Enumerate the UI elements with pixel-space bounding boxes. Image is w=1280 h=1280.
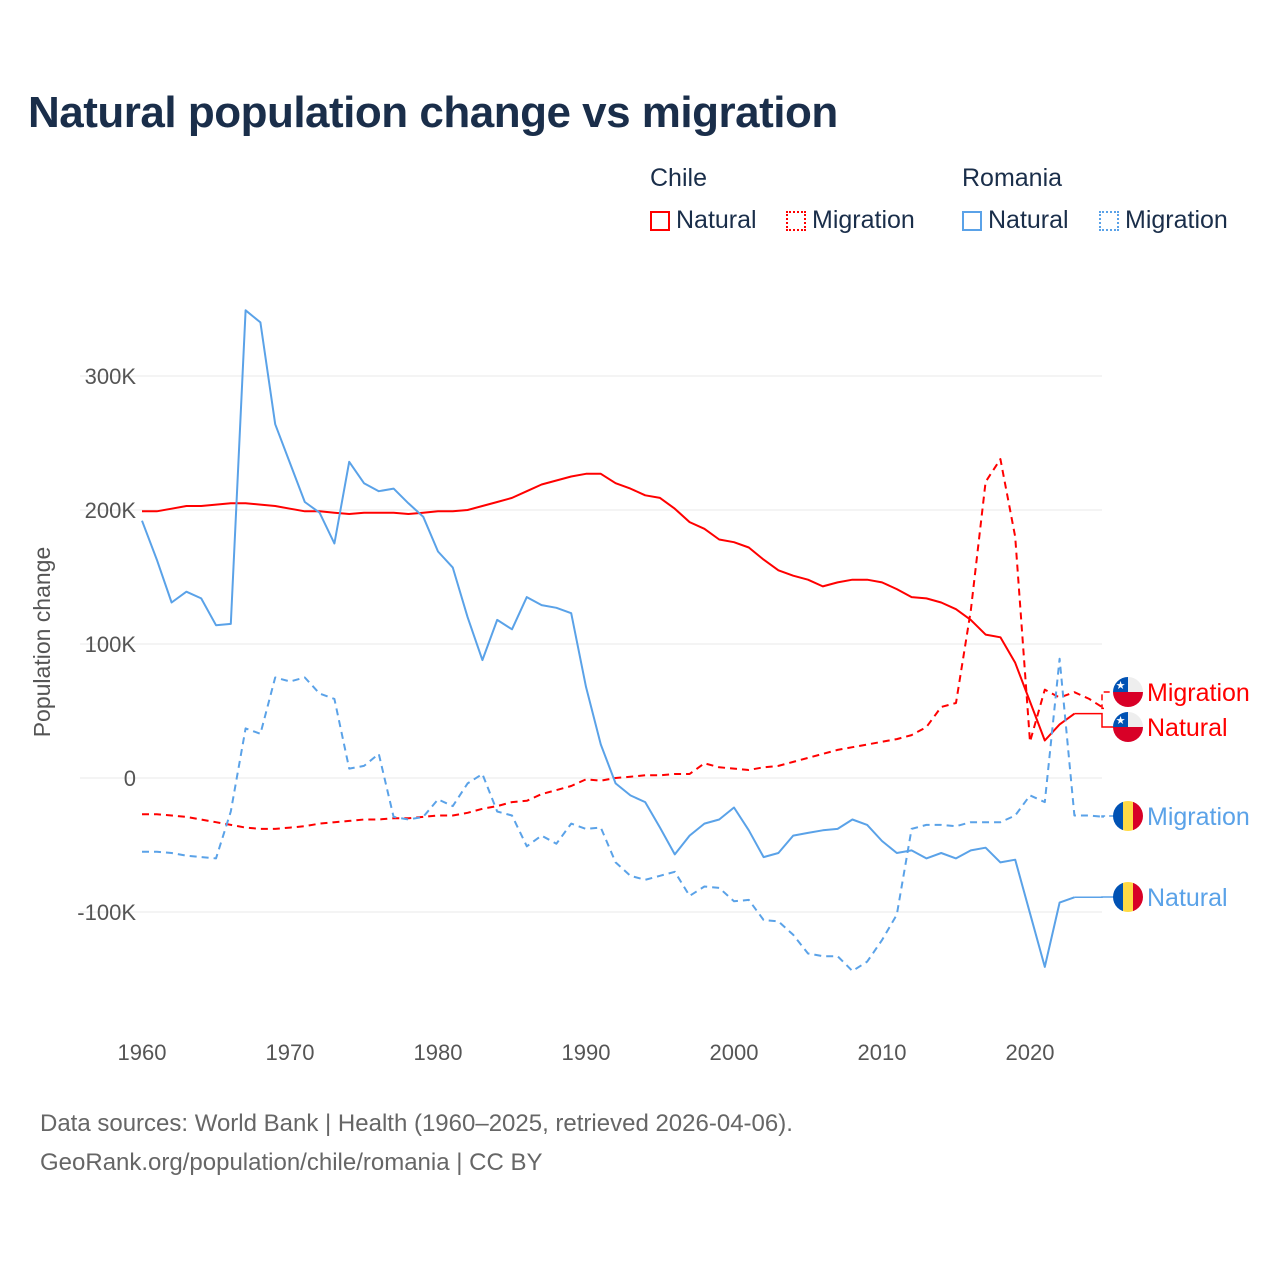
legend-group-chile: Chile [650,164,707,192]
legend-group-romania: Romania [962,164,1063,192]
legend-swatch-dotted-blue [1099,210,1119,231]
x-tick-label: 1960 [118,1040,167,1065]
label-connector [1074,712,1114,728]
legend-romania-natural[interactable]: Natural [962,206,1069,235]
end-label-romania-natural: Natural [1147,884,1228,912]
legend-label: Natural [676,206,757,234]
chart-title: Natural population change vs migration [28,88,838,137]
end-label-chile-natural: Natural [1147,714,1228,742]
label-connector [1101,691,1114,710]
x-tick-label: 2010 [858,1040,907,1065]
end-label-chile-migration: Migration [1147,679,1250,707]
legend-label: Migration [1125,206,1228,234]
y-tick-label: 300K [85,364,137,389]
x-tick-label: 1990 [562,1040,611,1065]
legend-label: Migration [812,206,915,234]
y-axis-label: Population change [29,547,55,738]
series-line-chile-natural [142,472,1075,742]
end-label-romania-migration: Migration [1147,803,1250,831]
x-tick-label: 1970 [266,1040,315,1065]
legend-romania-migration[interactable]: Migration [1099,206,1228,235]
y-tick-label: 100K [85,632,137,657]
chile-flag-icon: ★ [1113,677,1143,707]
legend-chile-natural[interactable]: Natural [650,206,757,235]
y-tick-label: 0 [124,766,136,791]
legend-swatch-solid-red [650,210,670,231]
chile-flag-icon: ★ [1113,712,1143,742]
series-line-chile-migration [142,458,1105,830]
y-tick-label: 200K [85,498,137,523]
footer-sources: Data sources: World Bank | Health (1960–… [40,1110,793,1137]
x-tick-label: 2020 [1006,1040,1055,1065]
svg-text:★: ★ [1116,715,1126,727]
romania-flag-icon [1113,882,1143,912]
legend-swatch-dotted-red [786,210,806,231]
svg-text:★: ★ [1116,680,1126,692]
label-connector [1101,815,1114,818]
series-line-romania-natural [141,309,1075,968]
legend-swatch-solid-blue [962,210,982,231]
footer-credit: GeoRank.org/population/chile/romania | C… [40,1149,543,1176]
x-tick-label: 2000 [710,1040,759,1065]
legend-chile-migration[interactable]: Migration [786,206,915,235]
y-tick-label: -100K [77,900,136,925]
x-tick-label: 1980 [414,1040,463,1065]
legend-label: Natural [988,206,1069,234]
series-line-romania-migration [142,657,1105,972]
romania-flag-icon [1113,801,1143,831]
